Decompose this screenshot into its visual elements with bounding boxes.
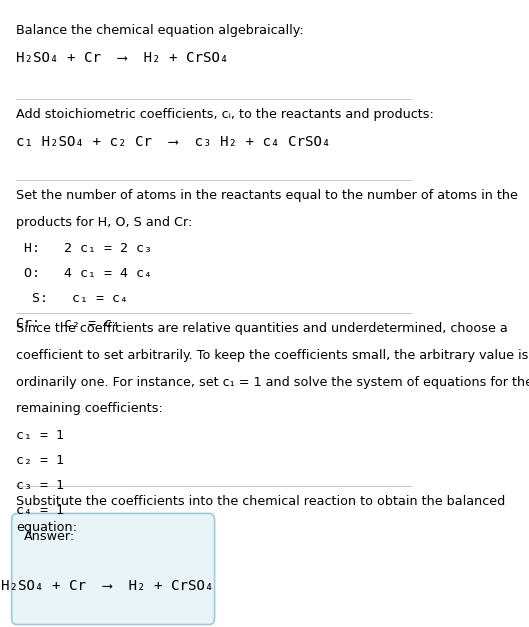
Text: H:   2 c₁ = 2 c₃: H: 2 c₁ = 2 c₃ <box>16 242 152 255</box>
Text: S:   c₁ = c₄: S: c₁ = c₄ <box>16 292 129 305</box>
Text: ordinarily one. For instance, set c₁ = 1 and solve the system of equations for t: ordinarily one. For instance, set c₁ = 1… <box>16 376 529 389</box>
Text: c₄ = 1: c₄ = 1 <box>16 503 65 517</box>
Text: Since the coefficients are relative quantities and underdetermined, choose a: Since the coefficients are relative quan… <box>16 322 508 335</box>
Text: Substitute the coefficients into the chemical reaction to obtain the balanced: Substitute the coefficients into the che… <box>16 495 506 508</box>
Text: Add stoichiometric coefficients, cᵢ, to the reactants and products:: Add stoichiometric coefficients, cᵢ, to … <box>16 108 434 121</box>
Text: equation:: equation: <box>16 522 77 534</box>
Text: c₁ = 1: c₁ = 1 <box>16 429 65 442</box>
FancyBboxPatch shape <box>12 514 215 624</box>
Text: Balance the chemical equation algebraically:: Balance the chemical equation algebraica… <box>16 24 304 38</box>
Text: c₂ = 1: c₂ = 1 <box>16 454 65 467</box>
Text: c₃ = 1: c₃ = 1 <box>16 478 65 492</box>
Text: c₁ H₂SO₄ + c₂ Cr  ⟶  c₃ H₂ + c₄ CrSO₄: c₁ H₂SO₄ + c₂ Cr ⟶ c₃ H₂ + c₄ CrSO₄ <box>16 135 331 149</box>
Text: H₂SO₄ + Cr  ⟶  H₂ + CrSO₄: H₂SO₄ + Cr ⟶ H₂ + CrSO₄ <box>16 51 229 65</box>
Text: products for H, O, S and Cr:: products for H, O, S and Cr: <box>16 216 193 229</box>
Text: H₂SO₄ + Cr  ⟶  H₂ + CrSO₄: H₂SO₄ + Cr ⟶ H₂ + CrSO₄ <box>1 579 214 593</box>
Text: O:   4 c₁ = 4 c₄: O: 4 c₁ = 4 c₄ <box>16 267 152 280</box>
Text: Cr:   c₂ = c₄: Cr: c₂ = c₄ <box>16 317 121 330</box>
Text: coefficient to set arbitrarily. To keep the coefficients small, the arbitrary va: coefficient to set arbitrarily. To keep … <box>16 349 529 362</box>
Text: Answer:: Answer: <box>24 530 75 543</box>
Text: Set the number of atoms in the reactants equal to the number of atoms in the: Set the number of atoms in the reactants… <box>16 189 518 202</box>
Text: remaining coefficients:: remaining coefficients: <box>16 403 163 415</box>
